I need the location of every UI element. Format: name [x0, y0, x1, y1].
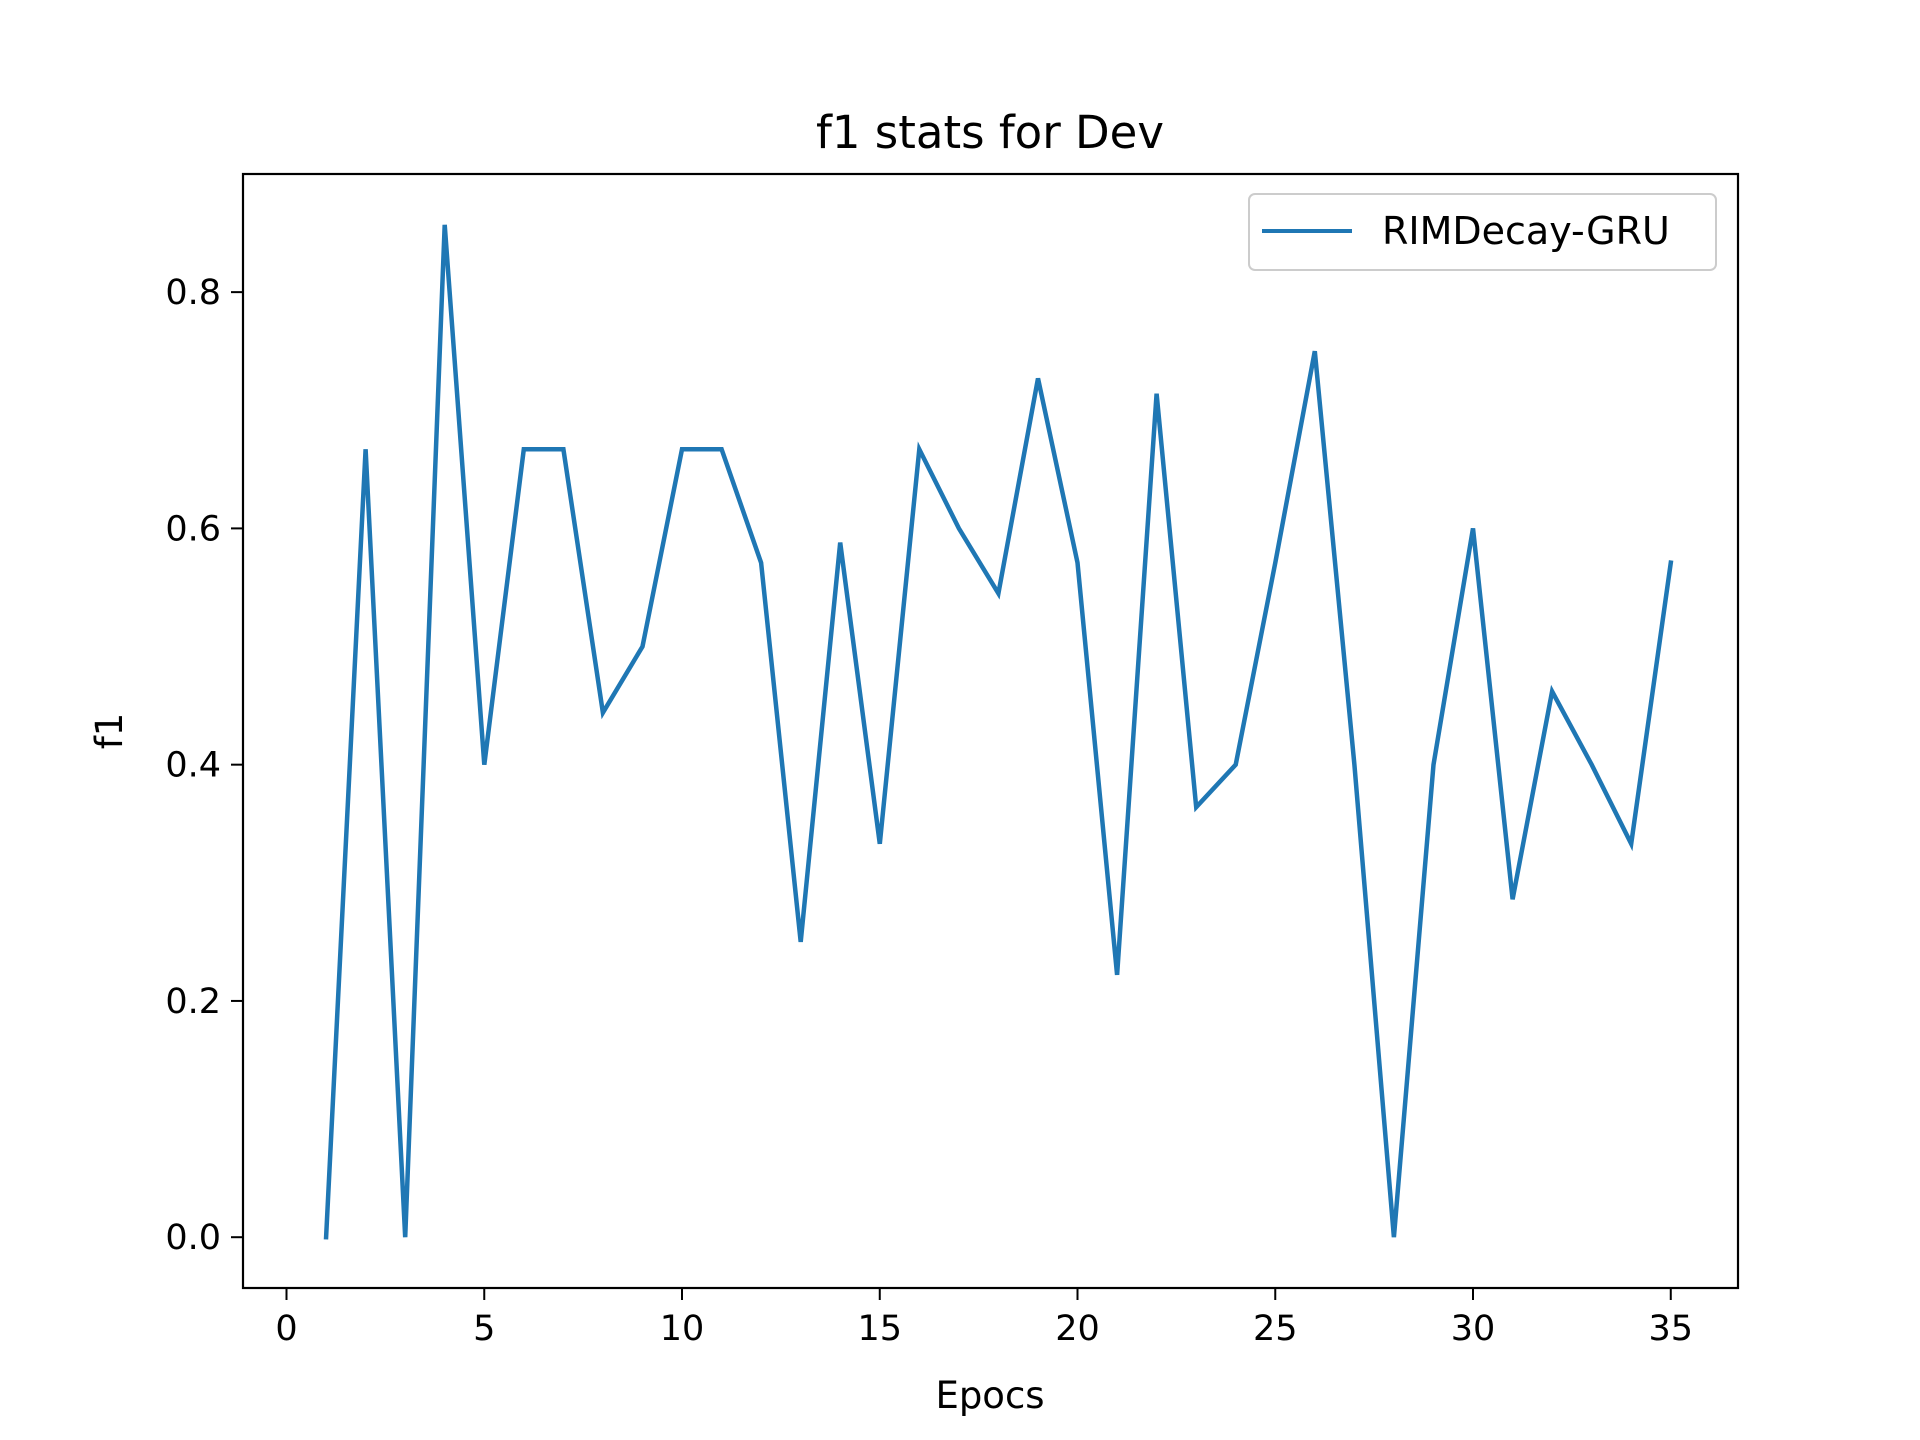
x-tick-label: 20	[1055, 1309, 1100, 1349]
y-axis: 0.0 0.2 0.4 0.6 0.8	[165, 273, 243, 1258]
x-axis: 0 5 10 15 20 25 30 35	[275, 1288, 1693, 1349]
legend-box	[1248, 193, 1717, 271]
y-tick-label: 0.0	[165, 1218, 221, 1258]
x-tick-label: 0	[275, 1309, 297, 1349]
chart-title: f1 stats for Dev	[816, 106, 1164, 159]
legend: RIMDecay-GRU	[1248, 193, 1717, 271]
x-tick-label: 35	[1648, 1309, 1693, 1349]
x-tick-label: 10	[660, 1309, 705, 1349]
series-layer	[323, 224, 1674, 1240]
series-line-rimdecay-gru	[323, 224, 1674, 1240]
x-tick-label: 5	[473, 1309, 495, 1349]
y-tick-label: 0.2	[165, 982, 221, 1022]
x-tick-label: 25	[1253, 1309, 1298, 1349]
legend-label-rimdecay-gru: RIMDecay-GRU	[1382, 209, 1670, 253]
y-axis-label: f1	[88, 713, 131, 750]
x-tick-label: 15	[857, 1309, 902, 1349]
plot-area: 0 5 10 15 20 25 30 35 0.0 0.2 0.4 0.6 0.8	[165, 172, 1740, 1349]
y-tick-label: 0.6	[165, 509, 221, 549]
y-tick-label: 0.8	[165, 273, 221, 313]
y-tick-label: 0.4	[165, 746, 221, 786]
x-axis-label: Epocs	[935, 1374, 1044, 1417]
plot-frame	[241, 172, 1740, 1290]
x-tick-label: 30	[1451, 1309, 1496, 1349]
